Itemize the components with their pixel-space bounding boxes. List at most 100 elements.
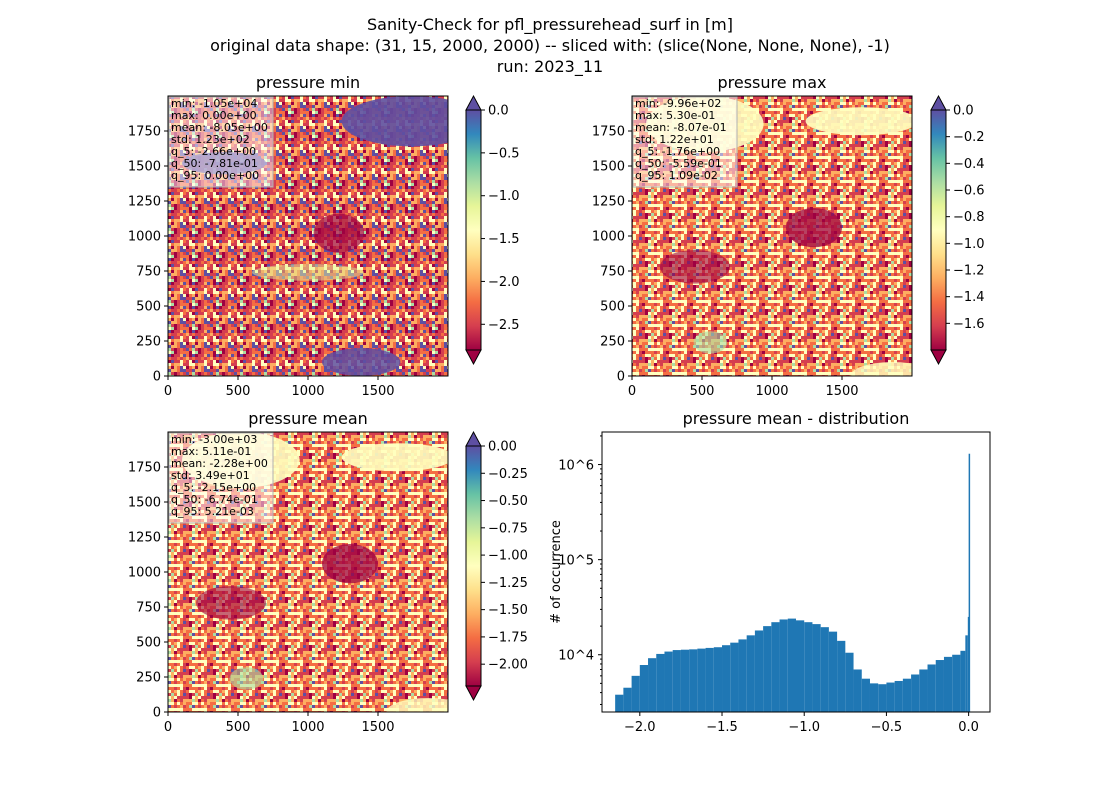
colorbar-tick-label: −2.00 [488, 658, 528, 673]
panel-pressure-min: pressure min 0 500 1000 1500 0 250 500 750 1000 12… [128, 73, 520, 399]
colorbar-tick-label: −0.75 [488, 521, 528, 536]
stats-line: min: -9.96e+02 [635, 97, 721, 110]
stats-line: mean: -2.28e+00 [171, 457, 268, 470]
map-region [386, 698, 448, 712]
x-tick-label: 1000 [755, 384, 788, 399]
y-tick-label: 1500 [592, 160, 625, 175]
histogram-bar [722, 645, 731, 712]
stats-line: q_5: -1.76e+00 [635, 145, 720, 158]
y-tick-label: 250 [600, 335, 625, 350]
histogram-bar [845, 652, 854, 712]
histogram-bar [911, 674, 920, 712]
histogram-bar [787, 618, 796, 712]
stats-line: mean: -8.07e-01 [635, 121, 727, 134]
colorbar-tick-label: −0.50 [488, 494, 528, 509]
y-tick-label: 1250 [128, 531, 161, 546]
y-tick-label: 10^6 [558, 459, 594, 474]
y-tick-label: 10^5 [558, 554, 594, 569]
y-tick-label: 1000 [128, 230, 161, 245]
stats-line: q_95: 0.00e+00 [171, 169, 259, 182]
histogram-bar [705, 647, 714, 712]
histogram-bar [967, 616, 970, 712]
map-region [196, 586, 266, 620]
colorbar-tick-label: −2.0 [488, 275, 520, 290]
colorbar-extend-min [465, 349, 482, 366]
map-region [660, 249, 730, 284]
colorbar-tick-label: 0.00 [488, 440, 517, 455]
histogram-bar [689, 649, 698, 712]
x-tick-label: 0 [164, 720, 172, 735]
x-tick-label: −1.0 [788, 720, 820, 735]
histogram-bar [672, 650, 681, 712]
map-region [341, 443, 448, 472]
stats-line: max: 5.11e-01 [171, 445, 251, 458]
x-tick-label: −2.0 [624, 720, 656, 735]
x-tick-label: 1500 [825, 384, 858, 399]
map-region [322, 544, 378, 584]
colorbar-tick-label: −1.00 [488, 549, 528, 564]
y-tick-label: 1250 [128, 195, 161, 210]
y-tick-label: 500 [136, 300, 161, 315]
histogram-bar [656, 653, 665, 712]
map-region [322, 348, 401, 376]
histogram-bar [631, 675, 640, 712]
colorbar-extend-max [465, 94, 482, 111]
histogram-bars [615, 453, 971, 712]
colorbar-tick-label: −1.25 [488, 576, 528, 591]
y-tick-label: 1500 [128, 496, 161, 511]
colorbar-tick-label: −0.8 [953, 210, 985, 225]
histogram-bar [853, 669, 862, 712]
histogram-bar [968, 453, 971, 712]
stats-line: q_5: -2.66e+00 [171, 145, 256, 158]
stats-line: q_50: -6.74e-01 [171, 493, 258, 506]
colorbar-tick-label: −0.5 [488, 146, 520, 161]
x-tick-label: 0 [164, 384, 172, 399]
colorbar-extend-max [465, 430, 482, 447]
x-tick-label: −0.5 [871, 720, 903, 735]
histogram-bar [796, 620, 805, 712]
histogram-bar [812, 624, 821, 712]
figure-title-line-3: run: 2023_11 [497, 57, 603, 77]
x-tick-label: −1.5 [706, 720, 738, 735]
histogram-bar [779, 619, 788, 712]
histogram-bar [754, 630, 764, 712]
stats-line: mean: -8.05e+00 [171, 121, 268, 134]
colorbar-tick-label: −2.5 [488, 318, 520, 333]
x-tick-label: 1000 [291, 720, 324, 735]
histogram-bar [771, 622, 780, 712]
x-tick-label: 0 [628, 384, 636, 399]
x-tick-label: 500 [226, 384, 251, 399]
histogram-bar [648, 658, 657, 712]
histogram-bar [828, 631, 838, 712]
map-region [341, 96, 448, 147]
plot-frame [601, 431, 991, 713]
map-region [850, 362, 912, 376]
map-region [229, 667, 264, 690]
histogram-bar [960, 650, 966, 712]
colorbar-extend-min [930, 349, 947, 366]
histogram-bar [615, 694, 624, 712]
colorbar [465, 445, 482, 687]
histogram-bar [902, 678, 912, 712]
x-tick-label: 0.0 [958, 720, 979, 735]
x-tick-label: 500 [690, 384, 715, 399]
panel-title: pressure min [256, 73, 360, 92]
histogram-bar [927, 664, 936, 712]
map-region [786, 208, 842, 248]
histogram-bar [919, 669, 928, 712]
y-tick-label: 0 [153, 370, 161, 385]
y-tick-label: 250 [136, 335, 161, 350]
x-tick-label: 1500 [361, 720, 394, 735]
histogram-bar [943, 656, 953, 712]
histogram-bar [623, 687, 632, 712]
x-tick-label: 1500 [361, 384, 394, 399]
colorbar-tick-label: −0.4 [953, 157, 985, 172]
map-region [313, 213, 364, 253]
histogram-bar [894, 680, 903, 712]
figure-title-line-1: Sanity-Check for pfl_pressurehead_surf i… [367, 15, 733, 35]
y-tick-label: 1750 [592, 125, 625, 140]
histogram-bar [804, 622, 813, 712]
colorbar-tick-label: −1.75 [488, 630, 528, 645]
histogram-bar [861, 678, 870, 712]
y-tick-label: 1250 [592, 195, 625, 210]
